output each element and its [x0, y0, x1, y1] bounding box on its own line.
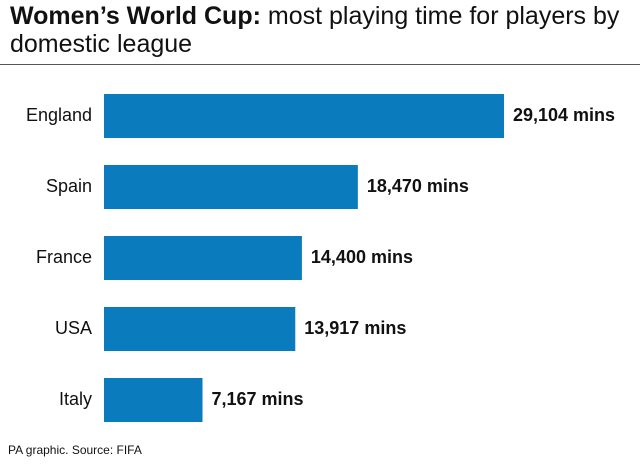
category-label: England	[26, 105, 92, 125]
bar	[104, 378, 203, 422]
divider	[0, 64, 640, 65]
value-label: 13,917 mins	[304, 318, 406, 338]
source: PA graphic. Source: FIFA	[8, 443, 142, 457]
category-label: France	[36, 247, 92, 267]
chart-title: Women’s World Cup: most playing time for…	[10, 2, 635, 58]
category-label: USA	[55, 318, 92, 338]
bar	[104, 307, 296, 351]
value-label: 7,167 mins	[212, 389, 304, 409]
value-label: 18,470 mins	[367, 176, 469, 196]
title-rest: most playing time for players by domesti…	[10, 2, 620, 58]
value-label: 29,104 mins	[513, 105, 615, 125]
value-label: 14,400 mins	[311, 247, 413, 267]
category-label: Italy	[59, 389, 92, 409]
bar	[104, 165, 358, 209]
bar	[104, 236, 302, 280]
category-label: Spain	[46, 176, 92, 196]
title-bold: Women’s World Cup:	[10, 2, 261, 30]
bar	[104, 94, 504, 138]
